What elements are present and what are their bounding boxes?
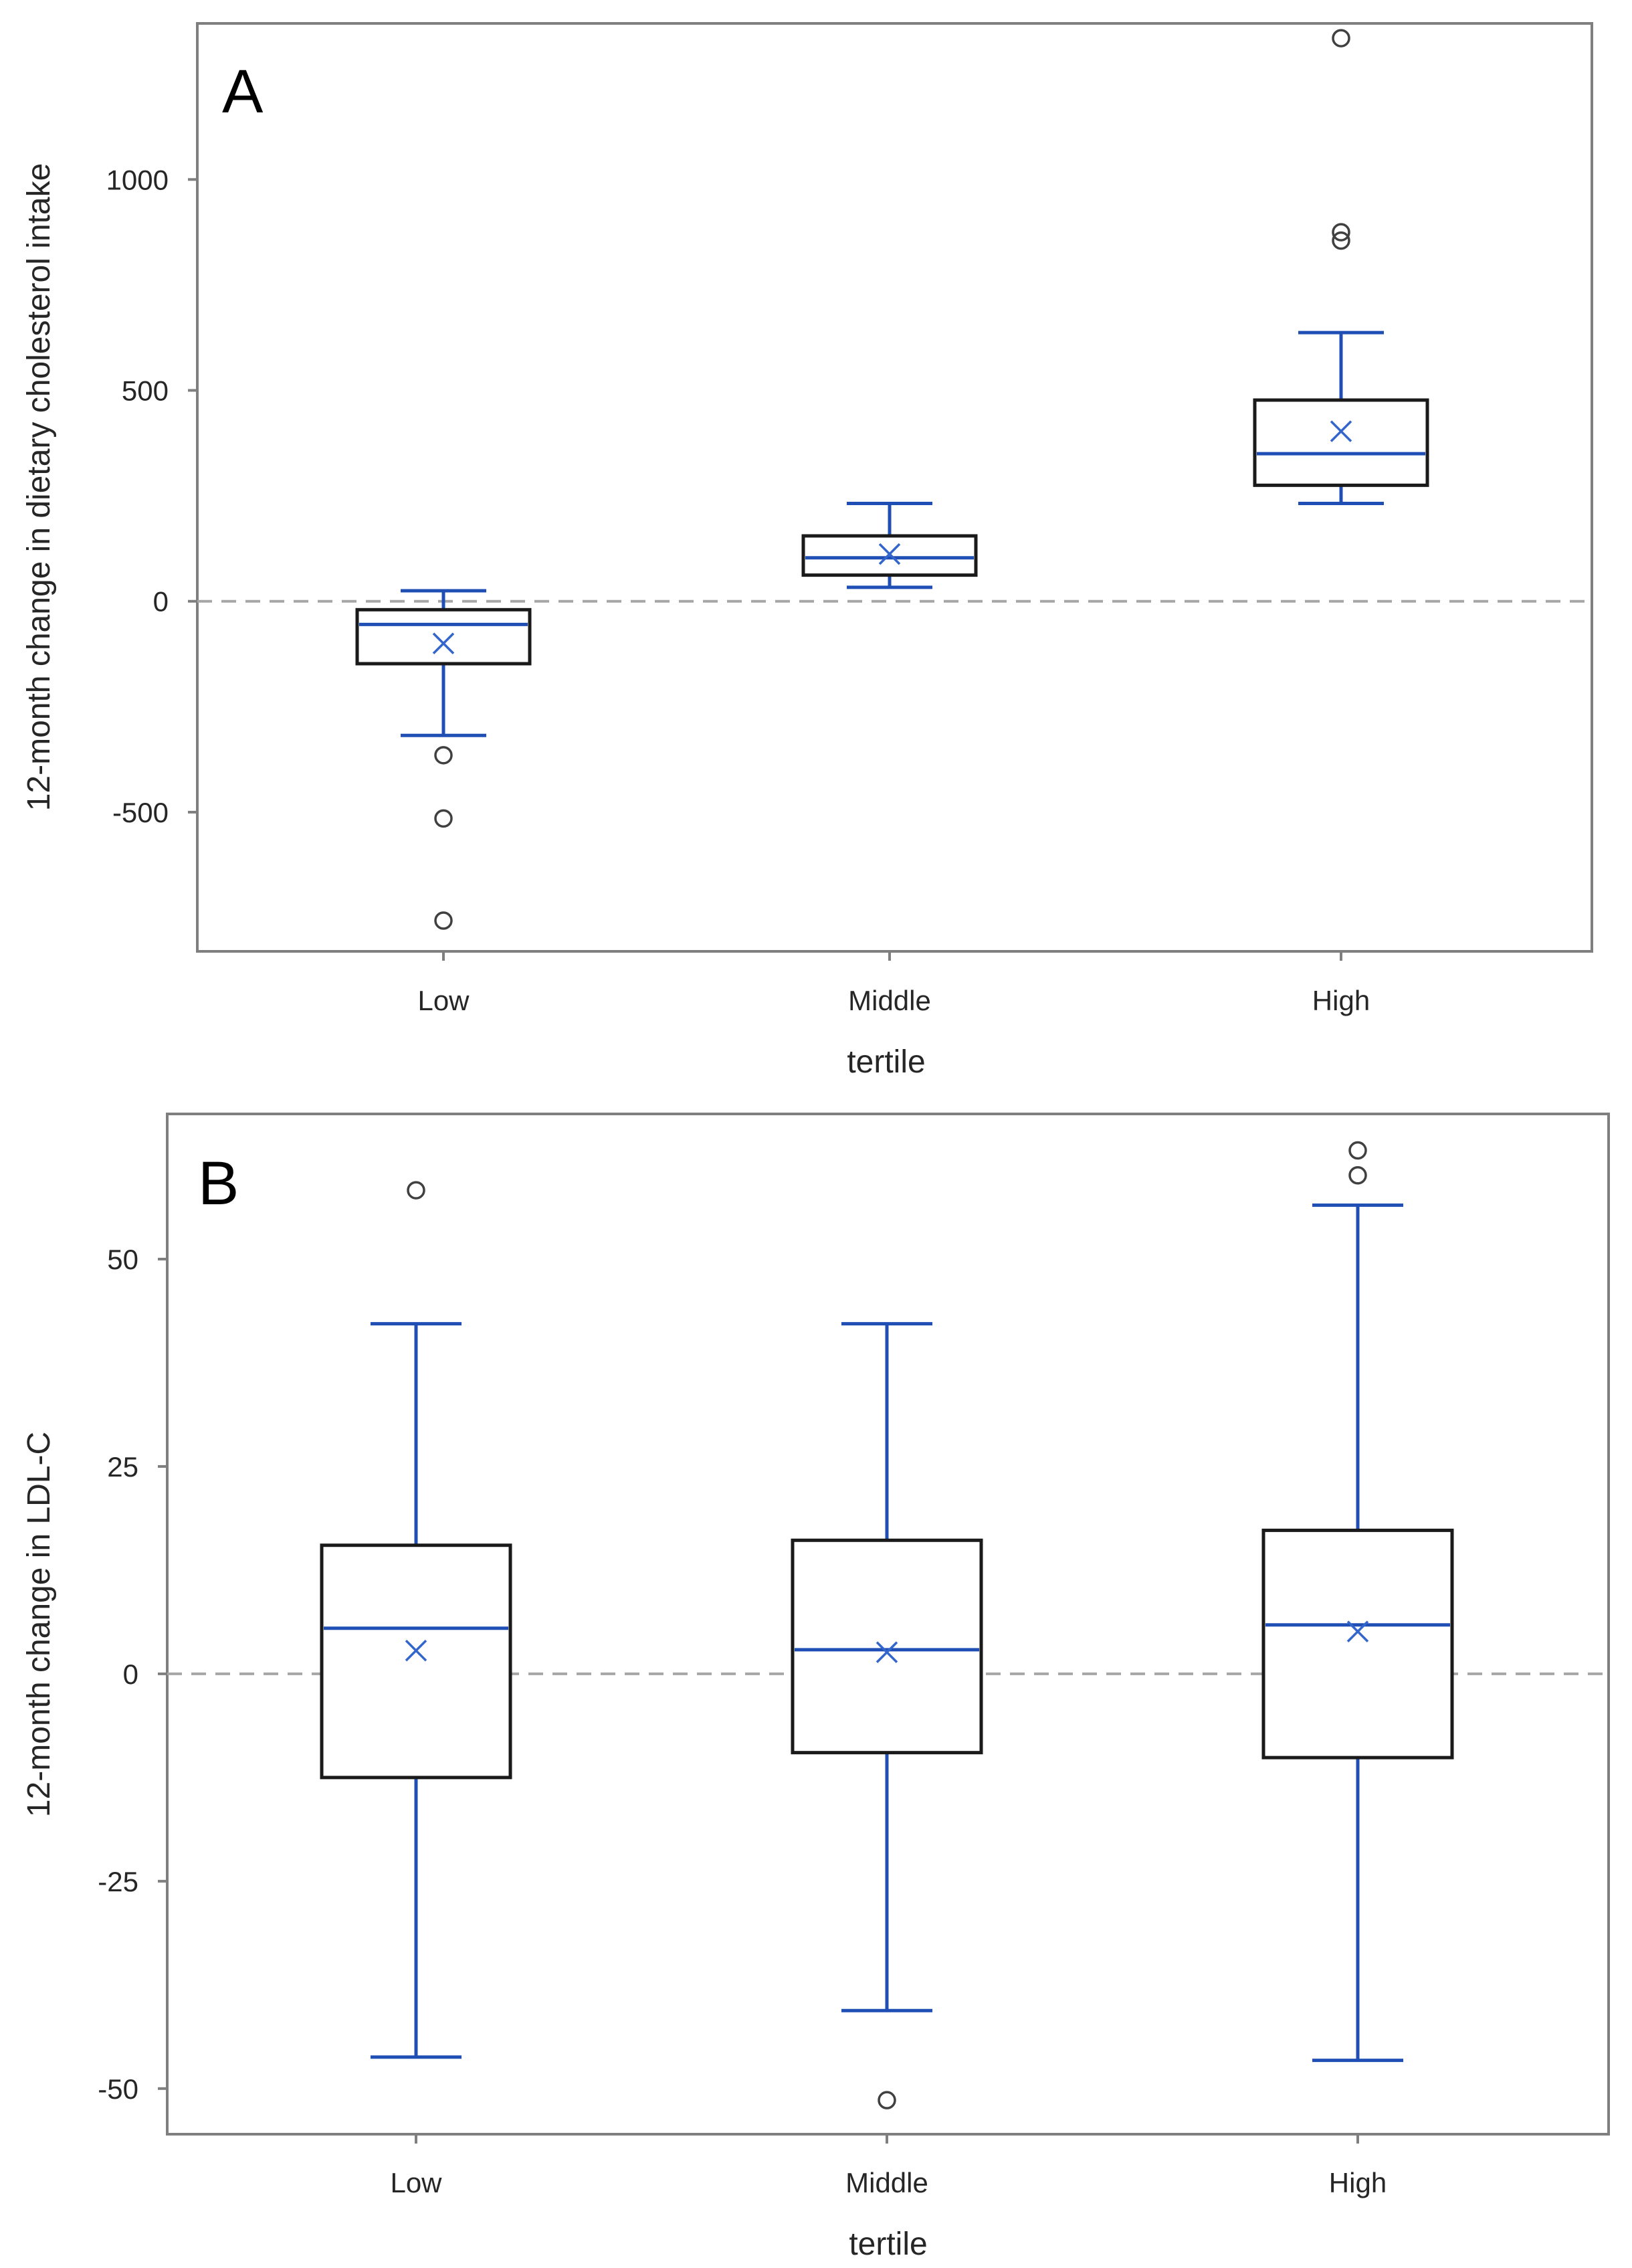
outlier-point — [1348, 1165, 1367, 1185]
outlier-point — [1332, 29, 1350, 48]
x-tick-label-low-b: Low — [390, 2167, 442, 2198]
outlier-point — [1348, 1141, 1367, 1160]
plot-area-a — [196, 22, 1593, 953]
mean-marker — [878, 543, 901, 565]
y-axis-title-a: 12-month change in dietary cholesterol i… — [21, 163, 57, 812]
y-tick-label-b: 25 — [107, 1451, 138, 1483]
outlier-point — [434, 911, 453, 930]
y-axis-title-b: 12-month change in LDL-C — [21, 1432, 57, 1817]
iqr-box — [1253, 398, 1429, 487]
box-high-a — [1253, 29, 1429, 505]
panel-b: B tertile 12-month change in LDL-C -50 -2… — [21, 1113, 1610, 2262]
y-tick-label-b: -25 — [98, 1866, 138, 1897]
x-axis-title-b: tertile — [849, 2227, 927, 2262]
panel-a: A tertile 12-month change in dietary cho… — [21, 22, 1593, 1080]
panel-letter-a: A — [222, 58, 264, 126]
y-tick-label-b: -50 — [98, 2073, 138, 2105]
x-axis-title-a: tertile — [847, 1044, 925, 1080]
iqr-box — [355, 607, 532, 666]
y-tick-label-b: 50 — [107, 1244, 138, 1275]
outlier-point — [434, 809, 453, 828]
outlier-point — [434, 746, 453, 765]
y-axis-a: -500 0 500 1000 — [106, 164, 197, 828]
x-axis-b: Low Middle High — [390, 2134, 1387, 2198]
x-tick-label-high-b: High — [1329, 2167, 1387, 2198]
y-tick-label-a: 0 — [153, 586, 169, 618]
outlier-point — [407, 1181, 425, 1200]
outlier-point — [1332, 231, 1350, 250]
mean-marker — [432, 632, 455, 655]
outlier-point — [878, 2091, 896, 2109]
y-tick-label-a: 1000 — [106, 164, 169, 195]
x-axis-a: Low Middle High — [417, 951, 1370, 1016]
box-middle-b — [791, 1322, 983, 2109]
box-low-a — [355, 589, 532, 930]
mean-marker — [1346, 1620, 1369, 1642]
y-tick-label-a: -500 — [112, 797, 169, 828]
outlier-point — [1332, 223, 1350, 242]
x-tick-label-high-a: High — [1312, 985, 1370, 1016]
mean-marker — [1330, 420, 1352, 442]
y-tick-label-b: 0 — [123, 1659, 138, 1690]
box-series-a — [197, 29, 1592, 930]
mean-marker — [876, 1641, 898, 1663]
x-tick-label-middle-b: Middle — [845, 2167, 928, 2198]
y-tick-label-a: 500 — [122, 375, 169, 406]
x-tick-label-low-a: Low — [417, 985, 470, 1016]
y-axis-b: -50 -25 0 25 50 — [98, 1244, 167, 2105]
box-middle-a — [801, 501, 978, 589]
box-low-b — [320, 1181, 512, 2059]
mean-marker — [405, 1639, 427, 1662]
iqr-box — [791, 1538, 983, 1755]
box-series-b — [167, 1141, 1609, 2109]
box-high-b — [1261, 1141, 1454, 2063]
iqr-box — [320, 1543, 512, 1780]
panel-letter-b: B — [198, 1149, 239, 1218]
x-tick-label-middle-a: Middle — [848, 985, 931, 1016]
iqr-box — [1261, 1528, 1454, 1760]
